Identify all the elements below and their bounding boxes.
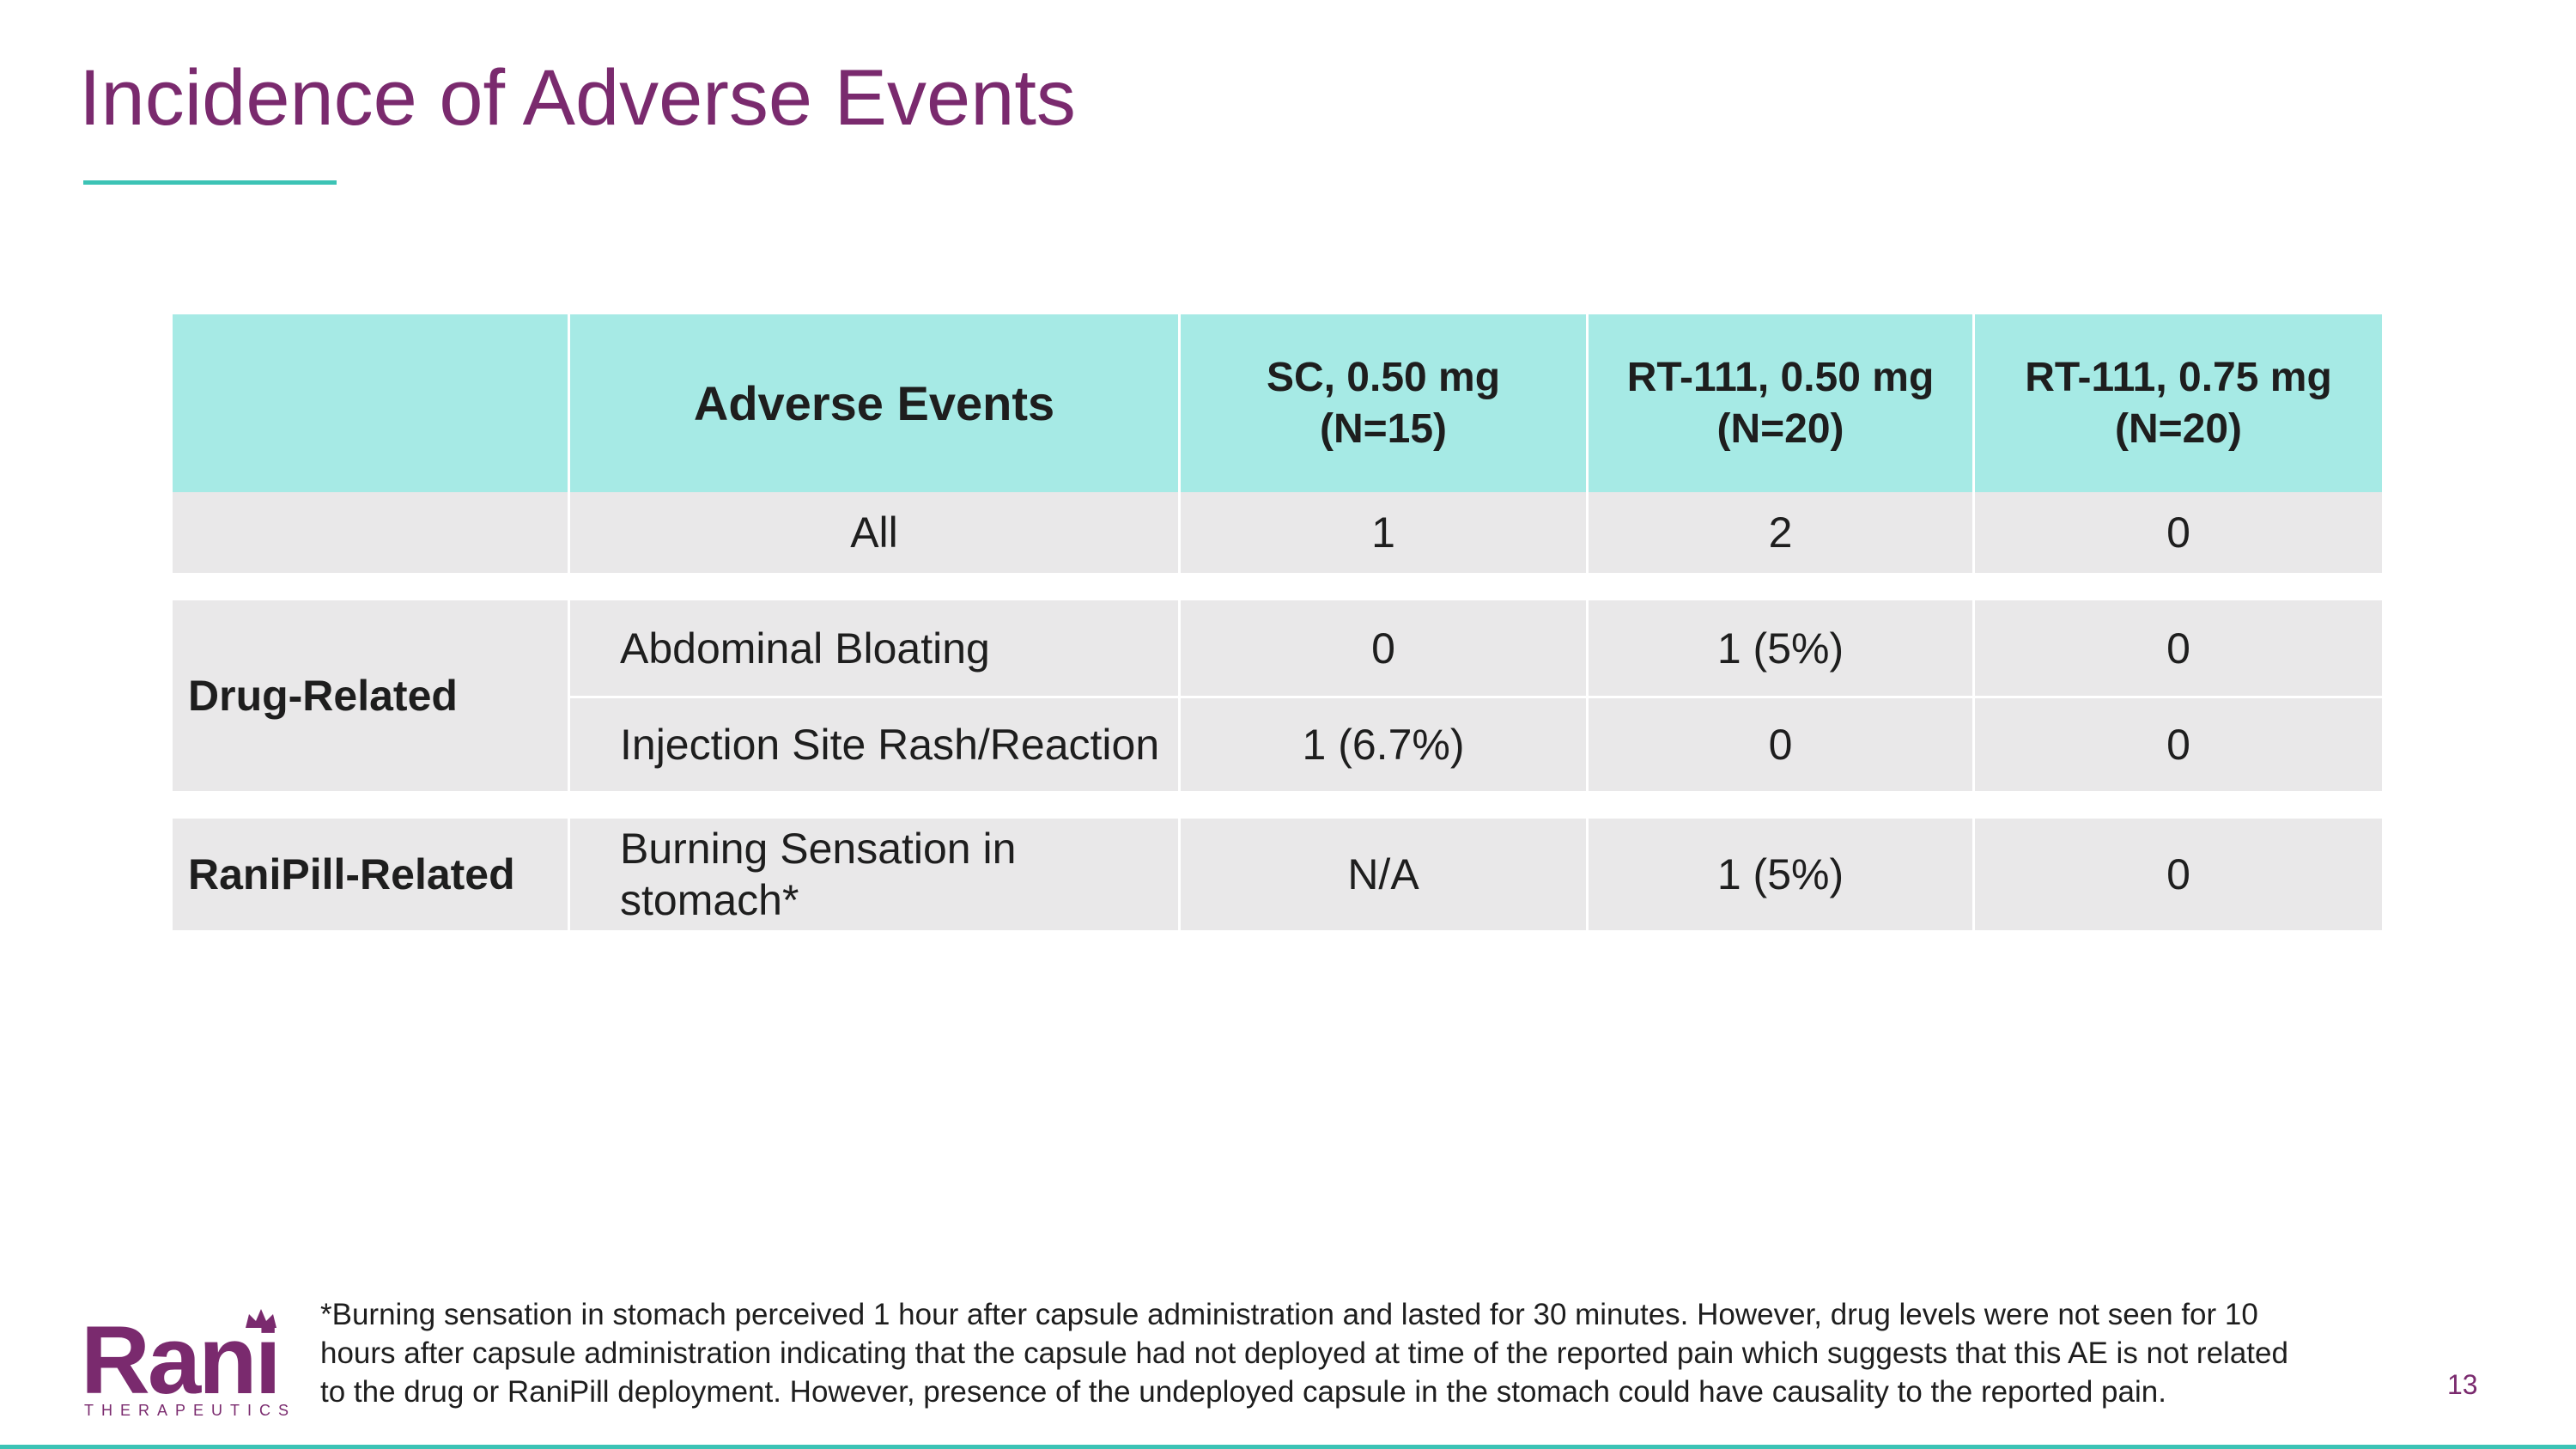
header-rt111-050-dose: RT-111, 0.50 mg [1626,354,1935,400]
header-rt111-050-n: (N=20) [1716,405,1844,452]
header-rt111-075-n: (N=20) [2114,405,2243,452]
table-row-abdominal-bloating: Drug-Related Abdominal Bloating 0 1 (5%)… [173,600,2382,791]
event-line-1: Burning Sensation in [620,825,1017,873]
footnote: *Burning sensation in stomach perceived … [320,1295,2450,1411]
footnote-line-3: to the drug or RaniPill deployment. Howe… [320,1375,2166,1409]
group-cell [173,492,570,573]
value-cell-sc: N/A [1181,819,1589,930]
row-spacer [173,791,2382,819]
group-label-ranipill-related: RaniPill-Related [173,819,570,930]
table-header-row: Adverse Events SC, 0.50 mg (N=15) RT-111… [173,314,2382,492]
header-group-cell [173,314,570,492]
header-rt111-075: RT-111, 0.75 mg (N=20) [1975,314,2382,492]
value-cell-rt075: 0 [1975,492,2382,573]
crown-icon [246,1309,276,1328]
table-row-burning-sensation: RaniPill-Related Burning Sensation in st… [173,819,2382,930]
footnote-line-2: hours after capsule administration indic… [320,1336,2288,1370]
value-cell-rt050: 1 (5%) [1589,819,1975,930]
header-rt111-050: RT-111, 0.50 mg (N=20) [1589,314,1975,492]
value-cell-sc: 0 [1181,600,1589,698]
value-cell-rt075: 0 [1975,819,2382,930]
table-row-injection-site: Injection Site Rash/Reaction 1 (6.7%) 0 … [173,698,2382,791]
bottom-rule [0,1445,2576,1449]
value-cell-sc: 1 [1181,492,1589,573]
adverse-events-table: Adverse Events SC, 0.50 mg (N=15) RT-111… [173,314,2382,930]
event-cell: Burning Sensation in stomach* [570,819,1181,930]
slide-title: Incidence of Adverse Events [79,54,1076,142]
event-cell: Abdominal Bloating [570,600,1181,698]
value-cell-rt050: 0 [1589,698,1975,791]
header-sc-050-n: (N=15) [1319,405,1448,452]
logo-subtitle: THERAPEUTICS [84,1402,297,1419]
event-cell: All [570,492,1181,573]
value-cell-rt075: 0 [1975,600,2382,698]
event-cell: Injection Site Rash/Reaction [570,698,1181,791]
value-cell-rt050: 2 [1589,492,1975,573]
title-underline [83,180,337,185]
page-number: 13 [2447,1369,2478,1400]
header-adverse-events: Adverse Events [570,314,1181,492]
table-row-all: All 1 2 0 [173,492,2382,573]
header-sc-050: SC, 0.50 mg (N=15) [1181,314,1589,492]
logo-wordmark: Rani [81,1306,282,1414]
event-line-2: stomach* [620,876,799,924]
header-sc-050-dose: SC, 0.50 mg [1266,354,1501,400]
value-cell-rt050: 1 (5%) [1589,600,1975,698]
value-cell-sc: 1 (6.7%) [1181,698,1589,791]
group-label-drug-related: Drug-Related [173,600,570,791]
header-rt111-075-dose: RT-111, 0.75 mg [2025,354,2332,400]
rani-logo: Rani THERAPEUTICS [81,1306,289,1419]
footnote-line-1: *Burning sensation in stomach perceived … [320,1298,2258,1331]
row-spacer [173,573,2382,600]
value-cell-rt075: 0 [1975,698,2382,791]
